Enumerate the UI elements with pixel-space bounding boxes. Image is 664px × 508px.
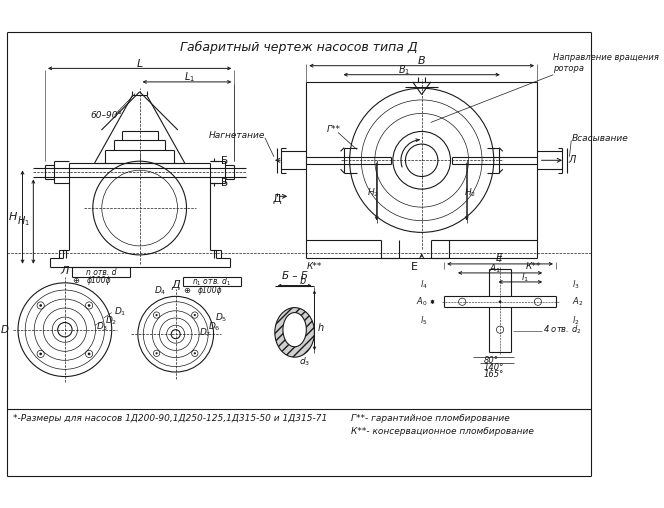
Text: l: l (499, 255, 501, 264)
Text: ϕ100ϕ: ϕ100ϕ (87, 276, 112, 284)
Text: $l_1$: $l_1$ (521, 271, 529, 283)
Text: Л: Л (568, 155, 576, 165)
Text: 140°: 140° (484, 363, 504, 372)
Text: ⊕: ⊕ (72, 276, 79, 284)
Text: *-Размеры для насосов 1Д200-90,1Д250-125,1Д315-50 и 1Д315-71: *-Размеры для насосов 1Д200-90,1Д250-125… (13, 415, 327, 423)
Text: Д: Д (272, 194, 281, 204)
Text: ϕ100ϕ: ϕ100ϕ (198, 285, 222, 295)
Text: $l_5$: $l_5$ (420, 314, 428, 327)
Text: $D_1$: $D_1$ (114, 305, 126, 318)
Circle shape (88, 304, 90, 307)
Text: $D_5$: $D_5$ (215, 312, 228, 324)
Text: n отв. d: n отв. d (86, 268, 116, 276)
Ellipse shape (283, 312, 306, 347)
Text: Г**: Г** (327, 125, 341, 134)
Text: $l_3$: $l_3$ (572, 278, 580, 291)
Circle shape (194, 314, 196, 316)
Text: b: b (299, 276, 305, 286)
Text: $A_0$: $A_0$ (416, 296, 428, 308)
Text: Всасывание: Всасывание (571, 134, 628, 143)
Circle shape (39, 304, 42, 307)
Text: ⊕: ⊕ (183, 285, 190, 295)
Text: $A_2$: $A_2$ (572, 296, 584, 308)
Text: $D_7$: $D_7$ (199, 326, 212, 339)
Text: $D_3$: $D_3$ (96, 321, 108, 333)
Circle shape (155, 314, 157, 316)
Text: 165°: 165° (484, 370, 504, 379)
Text: Габаритный чертеж насосов типа Д: Габаритный чертеж насосов типа Д (181, 41, 418, 54)
Text: $D_4$: $D_4$ (154, 284, 167, 297)
Text: Л: Л (60, 266, 69, 276)
Text: 60–90°: 60–90° (90, 111, 122, 120)
Text: К**- консервационное пломбирование: К**- консервационное пломбирование (351, 427, 535, 436)
Text: $l_4$: $l_4$ (420, 278, 428, 291)
Ellipse shape (275, 308, 315, 357)
Circle shape (155, 352, 157, 355)
Text: D: D (1, 325, 9, 335)
Text: L: L (137, 59, 143, 69)
Text: Нагнетание: Нагнетание (208, 132, 265, 141)
Text: h: h (318, 323, 324, 333)
Text: В: В (418, 56, 426, 66)
Text: $H_2$: $H_2$ (367, 186, 379, 199)
Text: $d_3$: $d_3$ (299, 356, 310, 368)
Text: Направление вращения
ротора: Направление вращения ротора (553, 53, 659, 73)
Text: Б: Б (220, 156, 228, 166)
Text: $D_2$: $D_2$ (104, 314, 117, 327)
Text: $H_1$: $H_1$ (17, 215, 30, 229)
Text: $l_2$: $l_2$ (572, 314, 580, 327)
Text: 4 отв. $d_2$: 4 отв. $d_2$ (543, 324, 582, 336)
Text: $n_1$ отв. $d_1$: $n_1$ отв. $d_1$ (192, 275, 231, 288)
Text: Е: Е (495, 252, 503, 263)
Circle shape (39, 353, 42, 355)
Text: Д: Д (171, 279, 180, 290)
Text: К**: К** (526, 262, 542, 271)
Circle shape (499, 300, 501, 303)
Text: К**: К** (306, 262, 322, 271)
Text: Е: Е (411, 262, 418, 272)
Text: H: H (9, 212, 17, 222)
Text: $L_1$: $L_1$ (184, 71, 195, 84)
Text: $D_6$: $D_6$ (208, 321, 221, 333)
Text: Б – Б: Б – Б (282, 271, 307, 280)
Circle shape (194, 352, 196, 355)
Circle shape (88, 353, 90, 355)
Text: Г**- гарантийное пломбирование: Г**- гарантийное пломбирование (351, 415, 510, 423)
Text: $H_2$: $H_2$ (464, 186, 477, 199)
Text: $A_1$: $A_1$ (489, 262, 501, 275)
Text: Б: Б (220, 178, 228, 188)
Text: $В_1$: $В_1$ (398, 64, 410, 77)
Text: 80°: 80° (484, 356, 499, 365)
